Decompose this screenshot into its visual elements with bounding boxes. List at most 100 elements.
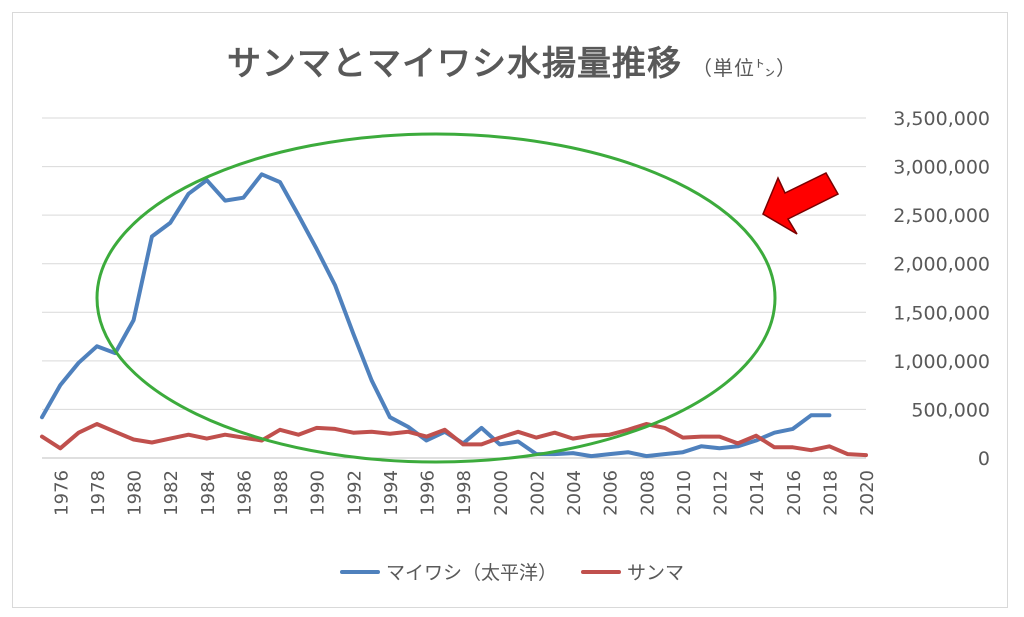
data-point [223,198,227,203]
data-point [40,435,44,439]
data-point [168,221,172,225]
legend-label-saury: サンマ [627,562,685,584]
x-tick-label: 1992 [344,470,365,516]
legend: マイワシ（太平洋） サンマ [0,558,1024,585]
data-point [315,247,319,251]
data-point [131,318,136,322]
series-line-0 [40,172,832,459]
data-point [681,436,685,440]
chart-unit-label: （単位㌧） [692,56,797,80]
data-point [370,430,374,434]
x-tick-label: 2012 [711,470,732,516]
data-point [754,438,758,443]
data-point [553,452,557,456]
x-tick-label: 2010 [674,470,695,516]
data-point [846,452,850,456]
chart-title: サンマとマイワシ水揚量推移 （単位㌧） [0,36,1024,85]
data-point [809,413,813,417]
data-point [662,452,667,456]
data-point [699,444,703,448]
legend-item-saury: サンマ [581,558,684,585]
y-tick-label: 1,500,000 [893,302,990,324]
data-point [351,431,355,435]
data-point [516,430,520,434]
data-point [589,454,593,458]
x-tick-label: 2016 [784,470,805,516]
y-tick-label: 0 [978,448,990,470]
data-point [772,431,777,435]
x-tick-label: 1988 [271,470,292,516]
data-point [241,196,246,200]
data-point [736,444,740,448]
chart-frame [12,12,1008,608]
data-point [278,428,282,432]
data-point [260,172,264,176]
legend-label-sardine: マイワシ（太平洋） [385,562,557,584]
data-point [736,441,740,446]
data-point [351,332,355,336]
y-tick-label: 3,000,000 [893,157,990,179]
data-point [516,439,520,444]
data-point [626,450,630,454]
data-point [589,434,593,438]
data-point [553,431,557,435]
data-point [626,428,630,432]
x-tick-label: 1996 [418,470,439,516]
data-point [791,427,795,431]
data-point [443,428,447,432]
data-point [571,451,575,455]
data-point [644,454,648,458]
x-tick-label: 2006 [601,470,622,516]
data-point [699,435,703,439]
red-arrow-icon [762,172,840,235]
series-line-1 [40,422,868,458]
data-point [186,192,191,196]
y-tick-label: 3,500,000 [893,108,990,130]
legend-item-sardine: マイワシ（太平洋） [339,558,557,585]
data-point [150,234,154,239]
data-point [113,430,117,434]
x-tick-label: 2004 [564,470,585,516]
chart-title-text: サンマとマイワシ水揚量推移 [227,44,682,84]
data-point [150,440,154,445]
data-point [95,422,99,426]
data-point [424,438,429,443]
data-point [406,430,410,434]
data-point [296,433,300,437]
data-point [498,436,502,440]
data-point [241,436,246,440]
data-point [827,444,831,448]
data-point [388,432,392,436]
x-tick-label: 1986 [234,470,255,516]
y-tick-label: 2,000,000 [893,254,990,276]
data-point [315,426,319,430]
x-tick-label: 2000 [491,470,512,516]
legend-swatch-saury [581,569,621,574]
data-point [424,435,429,439]
data-point [717,435,722,439]
data-point [168,436,172,441]
x-tick-label: 2002 [527,470,548,516]
data-point [388,415,392,419]
data-point [772,445,777,449]
data-point [77,361,81,365]
data-point [296,213,300,217]
data-point [58,383,62,387]
data-point [333,427,337,431]
x-tick-label: 1982 [161,470,182,516]
x-tick-label: 1994 [381,470,402,516]
x-tick-label: 1984 [198,470,219,516]
x-tick-label: 1998 [454,470,475,516]
data-point [223,433,227,437]
data-point [864,453,868,457]
x-tick-label: 1980 [125,470,146,516]
x-tick-label: 1978 [88,470,109,516]
x-tick-label: 1976 [51,470,72,516]
data-point [608,433,612,437]
data-point [662,426,667,430]
data-point [186,433,191,437]
data-point [95,344,99,348]
data-point [77,431,81,435]
data-point [278,180,282,184]
